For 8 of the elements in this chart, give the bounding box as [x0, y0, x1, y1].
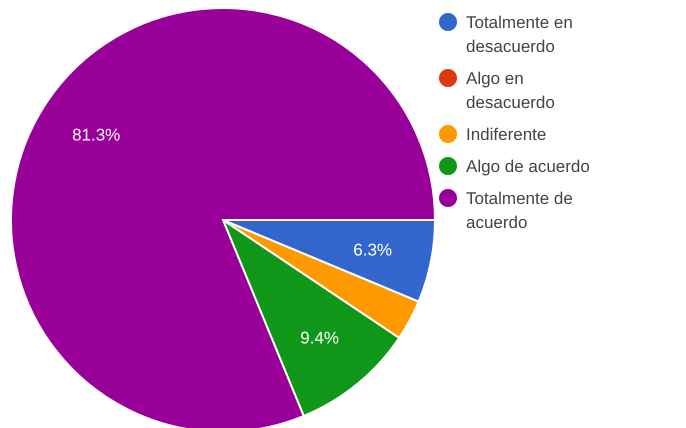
legend-label: Totalmente de acuerdo — [466, 188, 573, 232]
data-label: 6.3% — [353, 240, 392, 260]
data-label: 9.4% — [300, 328, 340, 348]
legend-label: Algo de acuerdo — [466, 156, 590, 176]
data-label: 81.3% — [72, 126, 120, 145]
legend-label: Indiferente — [466, 124, 546, 144]
legend-label: Algo en desacuerdo — [466, 68, 555, 112]
legend-label: Totalmente en desacuerdo — [466, 12, 573, 56]
